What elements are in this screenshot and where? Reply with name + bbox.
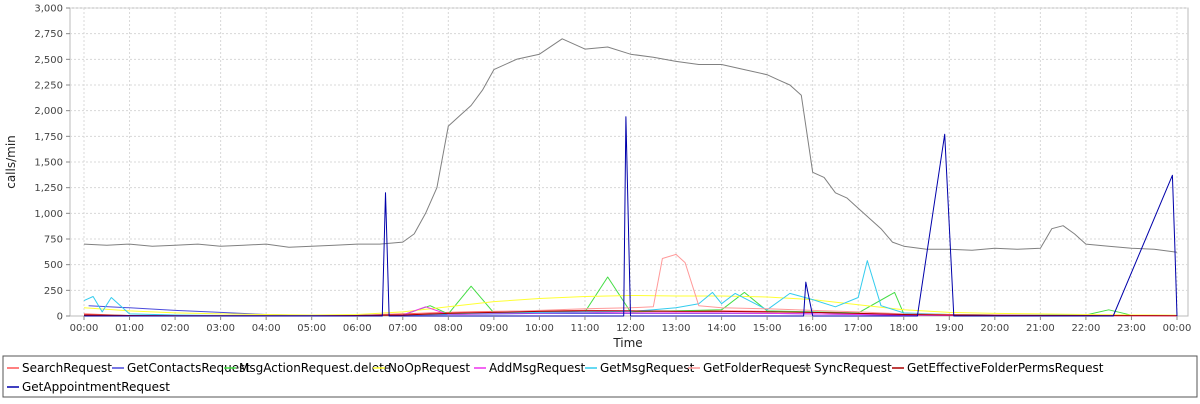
y-tick-label: 2,000 [34,106,63,117]
x-tick-label: 01:00 [115,323,144,334]
series-layer [83,38,1178,317]
y-tick-label: 500 [44,260,63,271]
y-tick-label: 2,750 [34,29,63,40]
x-tick-label: 15:00 [753,323,782,334]
x-axis-title: Time [612,336,642,350]
x-tick-label: 18:00 [889,323,918,334]
x-tick-label: 07:00 [388,323,417,334]
legend-label: SyncRequest [814,361,892,375]
legend-item: MsgActionRequest.delete [224,361,391,375]
y-tick-label: 3,000 [34,4,63,15]
legend-item: GetMsgRequest [585,361,695,375]
x-tick-label: 16:00 [798,323,827,334]
y-tick-label: 2,250 [34,81,63,92]
axis-layer: 0 250 500 750 1,000 1,250 1,500 1,750 2,000 2,250… [34,4,1191,335]
legend-item: SyncRequest [799,361,892,375]
x-tick-label: 23:00 [1117,323,1146,334]
legend: SearchRequest GetContactsRequestMsgAction… [7,361,1104,394]
x-tick-label: 00:00 [1163,323,1192,334]
y-tick-label: 2,500 [34,55,63,66]
x-tick-label: 08:00 [434,323,463,334]
x-tick-label: 14:00 [707,323,736,334]
y-tick-label: 0 [57,312,63,323]
legend-label: GetAppointmentRequest [22,380,170,394]
legend-item: GetFolderRequest [688,361,811,375]
x-tick-label: 11:00 [571,323,600,334]
x-tick-label: 21:00 [1026,323,1055,334]
x-tick-label: 10:00 [525,323,554,334]
legend-item: GetAppointmentRequest [7,380,170,394]
y-tick-label: 1,250 [34,183,63,194]
legend-item: AddMsgRequest [474,361,585,375]
x-tick-label: 22:00 [1072,323,1101,334]
x-tick-label: 06:00 [343,323,372,334]
legend-label: SearchRequest [22,361,112,375]
x-tick-label: 04:00 [252,323,281,334]
series-line-getappointmentrequest [84,116,1178,317]
y-tick-label: 750 [44,235,63,246]
x-tick-label: 05:00 [297,323,326,334]
legend-label: NoOpRequest [388,361,470,375]
legend-item: SearchRequest [7,361,112,375]
grid-layer [70,7,1188,316]
y-tick-label: 1,750 [34,132,63,143]
legend-item: GetContactsRequest [112,361,250,375]
legend-label: GetMsgRequest [600,361,695,375]
legend-label: MsgActionRequest.delete [239,361,391,375]
legend-item: GetEffectiveFolderPermsRequest [892,361,1104,375]
x-tick-label: 13:00 [662,323,691,334]
x-tick-label: 19:00 [935,323,964,334]
x-tick-label: 20:00 [980,323,1009,334]
y-tick-label: 1,500 [34,158,63,169]
x-tick-label: 02:00 [161,323,190,334]
y-tick-label: 1,000 [34,209,63,220]
x-tick-label: 12:00 [616,323,645,334]
x-tick-label: 09:00 [479,323,508,334]
y-axis-title: calls/min [4,135,18,189]
x-tick-label: 00:00 [70,323,99,334]
legend-label: GetContactsRequest [127,361,250,375]
legend-item: NoOpRequest [373,361,470,375]
legend-label: GetEffectiveFolderPermsRequest [907,361,1104,375]
series-line-syncrequest [83,38,1178,253]
y-tick-label: 250 [44,286,63,297]
legend-box [2,355,1198,398]
legend-label: AddMsgRequest [489,361,585,375]
x-tick-label: 03:00 [206,323,235,334]
legend-label: GetFolderRequest [703,361,811,375]
x-tick-label: 17:00 [844,323,873,334]
